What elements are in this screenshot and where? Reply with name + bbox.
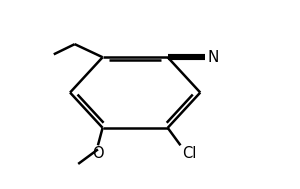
Text: O: O (92, 146, 104, 161)
Text: N: N (208, 50, 219, 65)
Text: Cl: Cl (182, 146, 196, 161)
